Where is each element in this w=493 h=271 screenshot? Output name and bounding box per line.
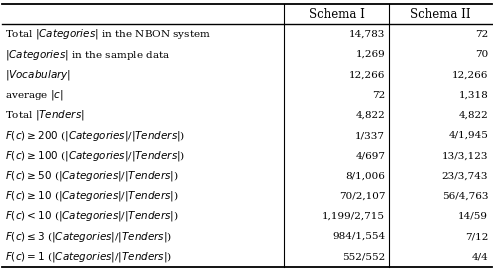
Text: 4,822: 4,822 [355,111,385,120]
Text: Total $|\mathit{Categories}|$ in the NBON system: Total $|\mathit{Categories}|$ in the NBO… [5,27,211,41]
Text: 1,269: 1,269 [355,50,385,59]
Text: 23/3,743: 23/3,743 [442,172,488,180]
Text: 70: 70 [475,50,488,59]
Text: $F(c) < 10$ ($|\mathit{Categories}|$/$|\mathit{Tenders}|$): $F(c) < 10$ ($|\mathit{Categories}|$/$|\… [5,209,179,223]
Text: 4/4: 4/4 [471,252,488,261]
Text: 14/59: 14/59 [458,212,488,221]
Text: $F(c) \geq 50$ ($|\mathit{Categories}|$/$|\mathit{Tenders}|$): $F(c) \geq 50$ ($|\mathit{Categories}|$/… [5,169,179,183]
Text: $F(c) \geq 200$ ($|\mathit{Categories}|$/$|\mathit{Tenders}|$): $F(c) \geq 200$ ($|\mathit{Categories}|$… [5,128,186,143]
Text: 1/337: 1/337 [355,131,385,140]
Text: 13/3,123: 13/3,123 [442,151,488,160]
Text: 4/697: 4/697 [355,151,385,160]
Text: 70/2,107: 70/2,107 [339,192,385,201]
Text: 12,266: 12,266 [349,70,385,79]
Text: 72: 72 [372,91,385,99]
Text: 12,266: 12,266 [452,70,488,79]
Text: 4,822: 4,822 [458,111,488,120]
Text: $|\mathit{Vocabulary}|$: $|\mathit{Vocabulary}|$ [5,68,71,82]
Text: Total $|\mathit{Tenders}|$: Total $|\mathit{Tenders}|$ [5,108,85,122]
Text: 72: 72 [475,30,488,39]
Text: 984/1,554: 984/1,554 [332,232,385,241]
Text: 7/12: 7/12 [465,232,488,241]
Text: 14,783: 14,783 [349,30,385,39]
Text: Schema I: Schema I [309,8,364,21]
Text: $|\mathit{Categories}|$ in the sample data: $|\mathit{Categories}|$ in the sample da… [5,48,171,62]
Text: Schema II: Schema II [410,8,471,21]
Text: 4/1,945: 4/1,945 [448,131,488,140]
Text: average $|c|$: average $|c|$ [5,88,64,102]
Text: $F(c) \geq 10$ ($|\mathit{Categories}|$/$|\mathit{Tenders}|$): $F(c) \geq 10$ ($|\mathit{Categories}|$/… [5,189,179,203]
Text: $F(c) \leq 3$ ($|\mathit{Categories}|$/$|\mathit{Tenders}|$): $F(c) \leq 3$ ($|\mathit{Categories}|$/$… [5,230,173,244]
Text: 8/1,006: 8/1,006 [346,172,385,180]
Text: 56/4,763: 56/4,763 [442,192,488,201]
Text: $F(c) = 1$ ($|\mathit{Categories}|$/$|\mathit{Tenders}|$): $F(c) = 1$ ($|\mathit{Categories}|$/$|\m… [5,250,173,264]
Text: 552/552: 552/552 [342,252,385,261]
Text: $F(c) \geq 100$ ($|\mathit{Categories}|$/$|\mathit{Tenders}|$): $F(c) \geq 100$ ($|\mathit{Categories}|$… [5,149,186,163]
Text: 1,199/2,715: 1,199/2,715 [322,212,385,221]
Text: 1,318: 1,318 [458,91,488,99]
